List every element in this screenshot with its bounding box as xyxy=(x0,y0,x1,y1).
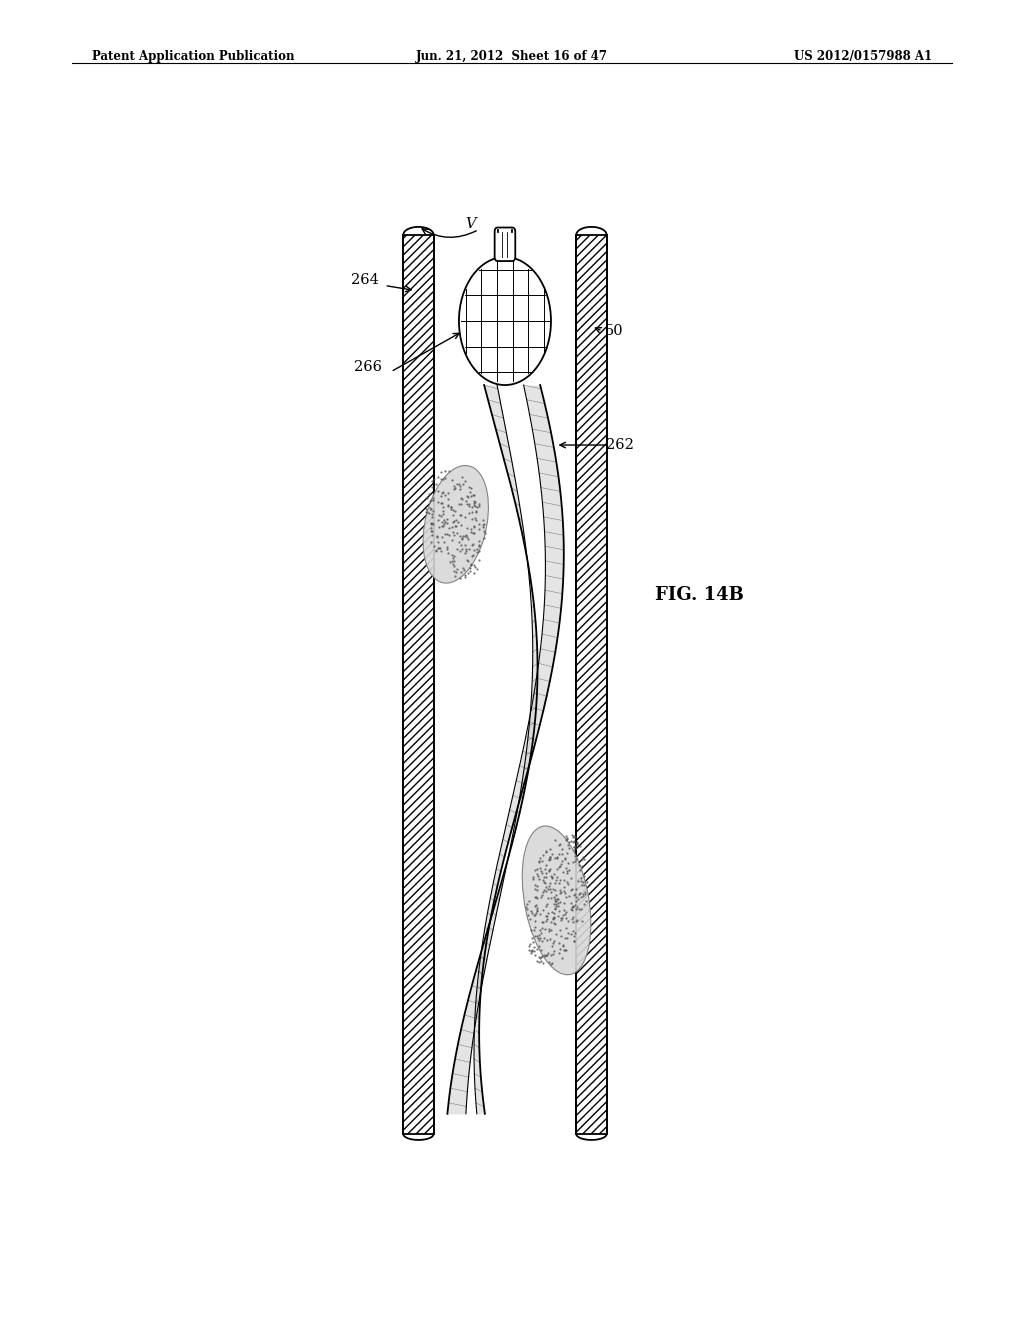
Text: V: V xyxy=(466,218,476,231)
Text: 264: 264 xyxy=(350,273,379,288)
Bar xyxy=(403,235,433,1134)
Text: FIG. 14B: FIG. 14B xyxy=(655,586,743,605)
Text: Patent Application Publication: Patent Application Publication xyxy=(92,50,295,63)
Ellipse shape xyxy=(423,466,488,583)
Ellipse shape xyxy=(522,826,591,974)
Text: 262: 262 xyxy=(606,438,634,451)
FancyBboxPatch shape xyxy=(495,227,515,261)
Bar xyxy=(577,235,606,1134)
Text: Jun. 21, 2012  Sheet 16 of 47: Jun. 21, 2012 Sheet 16 of 47 xyxy=(416,50,608,63)
Text: 266: 266 xyxy=(354,360,382,374)
Text: US 2012/0157988 A1: US 2012/0157988 A1 xyxy=(794,50,932,63)
Ellipse shape xyxy=(459,257,551,385)
Text: 50: 50 xyxy=(605,325,624,338)
